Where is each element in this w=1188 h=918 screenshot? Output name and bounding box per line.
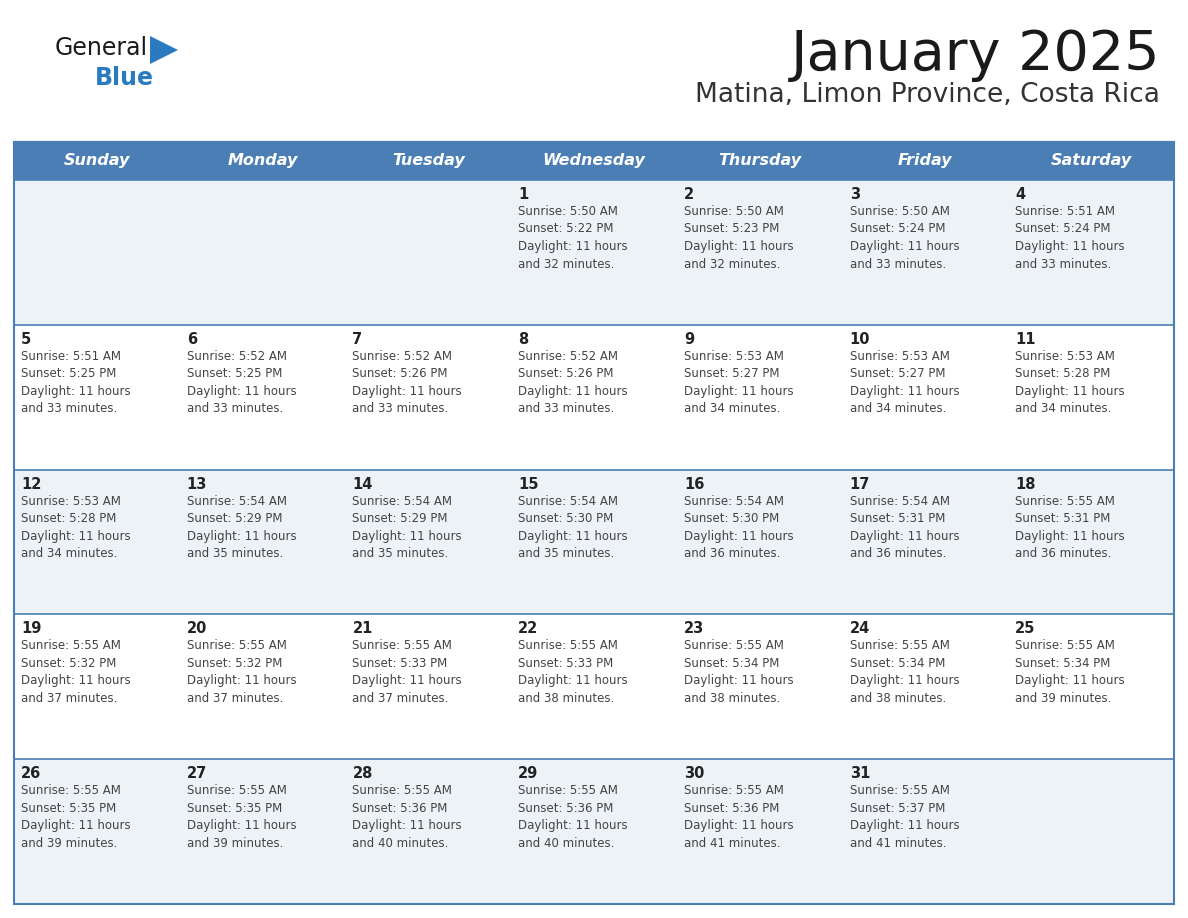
Text: Sunrise: 5:55 AM
Sunset: 5:36 PM
Daylight: 11 hours
and 40 minutes.: Sunrise: 5:55 AM Sunset: 5:36 PM Dayligh… bbox=[518, 784, 627, 850]
Text: Sunrise: 5:55 AM
Sunset: 5:34 PM
Daylight: 11 hours
and 38 minutes.: Sunrise: 5:55 AM Sunset: 5:34 PM Dayligh… bbox=[684, 640, 794, 705]
Text: Wednesday: Wednesday bbox=[543, 153, 645, 169]
Text: 19: 19 bbox=[21, 621, 42, 636]
Polygon shape bbox=[150, 36, 178, 64]
Bar bbox=[346, 142, 511, 180]
Text: Matina, Limon Province, Costa Rica: Matina, Limon Province, Costa Rica bbox=[695, 82, 1159, 108]
Text: Sunrise: 5:52 AM
Sunset: 5:26 PM
Daylight: 11 hours
and 33 minutes.: Sunrise: 5:52 AM Sunset: 5:26 PM Dayligh… bbox=[518, 350, 627, 415]
Text: 7: 7 bbox=[353, 331, 362, 347]
Text: Sunrise: 5:51 AM
Sunset: 5:24 PM
Daylight: 11 hours
and 33 minutes.: Sunrise: 5:51 AM Sunset: 5:24 PM Dayligh… bbox=[1016, 205, 1125, 271]
Text: 28: 28 bbox=[353, 767, 373, 781]
Text: 29: 29 bbox=[518, 767, 538, 781]
Text: 30: 30 bbox=[684, 767, 704, 781]
Text: Sunrise: 5:50 AM
Sunset: 5:22 PM
Daylight: 11 hours
and 32 minutes.: Sunrise: 5:50 AM Sunset: 5:22 PM Dayligh… bbox=[518, 205, 627, 271]
Text: Sunrise: 5:54 AM
Sunset: 5:29 PM
Daylight: 11 hours
and 35 minutes.: Sunrise: 5:54 AM Sunset: 5:29 PM Dayligh… bbox=[353, 495, 462, 560]
Bar bbox=[14, 470, 1174, 614]
Text: 31: 31 bbox=[849, 767, 870, 781]
Text: 10: 10 bbox=[849, 331, 870, 347]
Text: Sunrise: 5:50 AM
Sunset: 5:23 PM
Daylight: 11 hours
and 32 minutes.: Sunrise: 5:50 AM Sunset: 5:23 PM Dayligh… bbox=[684, 205, 794, 271]
Text: Sunrise: 5:55 AM
Sunset: 5:32 PM
Daylight: 11 hours
and 37 minutes.: Sunrise: 5:55 AM Sunset: 5:32 PM Dayligh… bbox=[21, 640, 131, 705]
Text: 14: 14 bbox=[353, 476, 373, 492]
Text: 27: 27 bbox=[187, 767, 207, 781]
Text: Sunrise: 5:55 AM
Sunset: 5:36 PM
Daylight: 11 hours
and 40 minutes.: Sunrise: 5:55 AM Sunset: 5:36 PM Dayligh… bbox=[353, 784, 462, 850]
Text: Sunrise: 5:54 AM
Sunset: 5:30 PM
Daylight: 11 hours
and 36 minutes.: Sunrise: 5:54 AM Sunset: 5:30 PM Dayligh… bbox=[684, 495, 794, 560]
Text: Sunrise: 5:51 AM
Sunset: 5:25 PM
Daylight: 11 hours
and 33 minutes.: Sunrise: 5:51 AM Sunset: 5:25 PM Dayligh… bbox=[21, 350, 131, 415]
Text: 15: 15 bbox=[518, 476, 538, 492]
Text: 22: 22 bbox=[518, 621, 538, 636]
Text: Sunrise: 5:54 AM
Sunset: 5:31 PM
Daylight: 11 hours
and 36 minutes.: Sunrise: 5:54 AM Sunset: 5:31 PM Dayligh… bbox=[849, 495, 959, 560]
Text: 9: 9 bbox=[684, 331, 694, 347]
Text: Sunrise: 5:55 AM
Sunset: 5:33 PM
Daylight: 11 hours
and 37 minutes.: Sunrise: 5:55 AM Sunset: 5:33 PM Dayligh… bbox=[353, 640, 462, 705]
Text: Sunday: Sunday bbox=[64, 153, 129, 169]
Text: Sunrise: 5:55 AM
Sunset: 5:34 PM
Daylight: 11 hours
and 38 minutes.: Sunrise: 5:55 AM Sunset: 5:34 PM Dayligh… bbox=[849, 640, 959, 705]
Text: 20: 20 bbox=[187, 621, 207, 636]
Text: Sunrise: 5:53 AM
Sunset: 5:28 PM
Daylight: 11 hours
and 34 minutes.: Sunrise: 5:53 AM Sunset: 5:28 PM Dayligh… bbox=[21, 495, 131, 560]
Text: Sunrise: 5:53 AM
Sunset: 5:28 PM
Daylight: 11 hours
and 34 minutes.: Sunrise: 5:53 AM Sunset: 5:28 PM Dayligh… bbox=[1016, 350, 1125, 415]
Text: 2: 2 bbox=[684, 187, 694, 202]
Text: Sunrise: 5:54 AM
Sunset: 5:30 PM
Daylight: 11 hours
and 35 minutes.: Sunrise: 5:54 AM Sunset: 5:30 PM Dayligh… bbox=[518, 495, 627, 560]
Bar bbox=[14, 142, 179, 180]
Bar bbox=[14, 142, 1174, 904]
Text: Saturday: Saturday bbox=[1050, 153, 1132, 169]
Text: 25: 25 bbox=[1016, 621, 1036, 636]
Text: 4: 4 bbox=[1016, 187, 1025, 202]
Bar bbox=[842, 142, 1009, 180]
Text: 24: 24 bbox=[849, 621, 870, 636]
Text: Sunrise: 5:53 AM
Sunset: 5:27 PM
Daylight: 11 hours
and 34 minutes.: Sunrise: 5:53 AM Sunset: 5:27 PM Dayligh… bbox=[849, 350, 959, 415]
Bar bbox=[179, 142, 346, 180]
Text: 8: 8 bbox=[518, 331, 529, 347]
Text: 21: 21 bbox=[353, 621, 373, 636]
Text: Sunrise: 5:55 AM
Sunset: 5:31 PM
Daylight: 11 hours
and 36 minutes.: Sunrise: 5:55 AM Sunset: 5:31 PM Dayligh… bbox=[1016, 495, 1125, 560]
Bar bbox=[14, 614, 1174, 759]
Text: 13: 13 bbox=[187, 476, 207, 492]
Text: Blue: Blue bbox=[95, 66, 154, 90]
Bar bbox=[14, 180, 1174, 325]
Text: Sunrise: 5:52 AM
Sunset: 5:25 PM
Daylight: 11 hours
and 33 minutes.: Sunrise: 5:52 AM Sunset: 5:25 PM Dayligh… bbox=[187, 350, 296, 415]
Text: 11: 11 bbox=[1016, 331, 1036, 347]
Text: Sunrise: 5:55 AM
Sunset: 5:35 PM
Daylight: 11 hours
and 39 minutes.: Sunrise: 5:55 AM Sunset: 5:35 PM Dayligh… bbox=[187, 784, 296, 850]
Text: Sunrise: 5:55 AM
Sunset: 5:37 PM
Daylight: 11 hours
and 41 minutes.: Sunrise: 5:55 AM Sunset: 5:37 PM Dayligh… bbox=[849, 784, 959, 850]
Text: Monday: Monday bbox=[227, 153, 298, 169]
Text: 5: 5 bbox=[21, 331, 31, 347]
Text: 17: 17 bbox=[849, 476, 870, 492]
Text: Thursday: Thursday bbox=[719, 153, 801, 169]
Bar bbox=[511, 142, 677, 180]
Text: 1: 1 bbox=[518, 187, 529, 202]
Text: 3: 3 bbox=[849, 187, 860, 202]
Text: Sunrise: 5:55 AM
Sunset: 5:34 PM
Daylight: 11 hours
and 39 minutes.: Sunrise: 5:55 AM Sunset: 5:34 PM Dayligh… bbox=[1016, 640, 1125, 705]
Bar bbox=[677, 142, 842, 180]
Text: General: General bbox=[55, 36, 148, 60]
Text: January 2025: January 2025 bbox=[790, 28, 1159, 82]
Text: Sunrise: 5:55 AM
Sunset: 5:33 PM
Daylight: 11 hours
and 38 minutes.: Sunrise: 5:55 AM Sunset: 5:33 PM Dayligh… bbox=[518, 640, 627, 705]
Text: Sunrise: 5:50 AM
Sunset: 5:24 PM
Daylight: 11 hours
and 33 minutes.: Sunrise: 5:50 AM Sunset: 5:24 PM Dayligh… bbox=[849, 205, 959, 271]
Text: Sunrise: 5:53 AM
Sunset: 5:27 PM
Daylight: 11 hours
and 34 minutes.: Sunrise: 5:53 AM Sunset: 5:27 PM Dayligh… bbox=[684, 350, 794, 415]
Bar bbox=[14, 759, 1174, 904]
Text: Sunrise: 5:55 AM
Sunset: 5:35 PM
Daylight: 11 hours
and 39 minutes.: Sunrise: 5:55 AM Sunset: 5:35 PM Dayligh… bbox=[21, 784, 131, 850]
Text: Tuesday: Tuesday bbox=[392, 153, 465, 169]
Text: 23: 23 bbox=[684, 621, 704, 636]
Text: 12: 12 bbox=[21, 476, 42, 492]
Text: Sunrise: 5:55 AM
Sunset: 5:32 PM
Daylight: 11 hours
and 37 minutes.: Sunrise: 5:55 AM Sunset: 5:32 PM Dayligh… bbox=[187, 640, 296, 705]
Text: 26: 26 bbox=[21, 767, 42, 781]
Text: Sunrise: 5:55 AM
Sunset: 5:36 PM
Daylight: 11 hours
and 41 minutes.: Sunrise: 5:55 AM Sunset: 5:36 PM Dayligh… bbox=[684, 784, 794, 850]
Text: 16: 16 bbox=[684, 476, 704, 492]
Text: 6: 6 bbox=[187, 331, 197, 347]
Bar bbox=[1009, 142, 1174, 180]
Text: Sunrise: 5:52 AM
Sunset: 5:26 PM
Daylight: 11 hours
and 33 minutes.: Sunrise: 5:52 AM Sunset: 5:26 PM Dayligh… bbox=[353, 350, 462, 415]
Text: Sunrise: 5:54 AM
Sunset: 5:29 PM
Daylight: 11 hours
and 35 minutes.: Sunrise: 5:54 AM Sunset: 5:29 PM Dayligh… bbox=[187, 495, 296, 560]
Text: 18: 18 bbox=[1016, 476, 1036, 492]
Bar bbox=[14, 325, 1174, 470]
Text: Friday: Friday bbox=[898, 153, 953, 169]
